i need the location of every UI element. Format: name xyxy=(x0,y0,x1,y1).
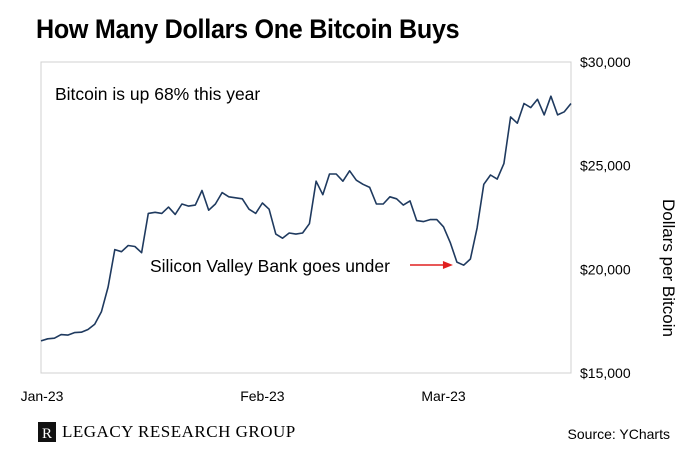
plot-frame xyxy=(40,61,572,374)
brand-name: LEGACY RESEARCH GROUP xyxy=(62,422,296,441)
page-title: How Many Dollars One Bitcoin Buys xyxy=(36,14,460,44)
annotation-ytd: Bitcoin is up 68% this year xyxy=(55,84,260,104)
annotation-arrow xyxy=(410,261,453,269)
svg-text:R: R xyxy=(42,426,52,442)
brand-logo: R LEGACY RESEARCH GROUP xyxy=(38,422,296,442)
annotation-svb: Silicon Valley Bank goes under xyxy=(150,256,390,276)
y-tick-label: $30,000 xyxy=(580,54,631,70)
legacy-research-logo-icon: R xyxy=(38,422,56,442)
y-tick-label: $20,000 xyxy=(580,261,631,277)
y-axis-label: Dollars per Bitcoin xyxy=(659,199,678,337)
x-tick-label: Jan-23 xyxy=(21,388,64,404)
y-tick-label: $25,000 xyxy=(580,158,631,174)
x-tick-label: Feb-23 xyxy=(240,388,285,404)
source-note: Source: YCharts xyxy=(567,426,670,442)
bitcoin-price-line xyxy=(40,95,572,342)
x-tick-label: Mar-23 xyxy=(421,388,466,404)
y-tick-label: $15,000 xyxy=(580,365,631,381)
axis-ticks: $15,000 $20,000 $25,000 $30,000 Jan-23 Feb-23… xyxy=(21,54,631,404)
arrow-head xyxy=(442,261,453,269)
